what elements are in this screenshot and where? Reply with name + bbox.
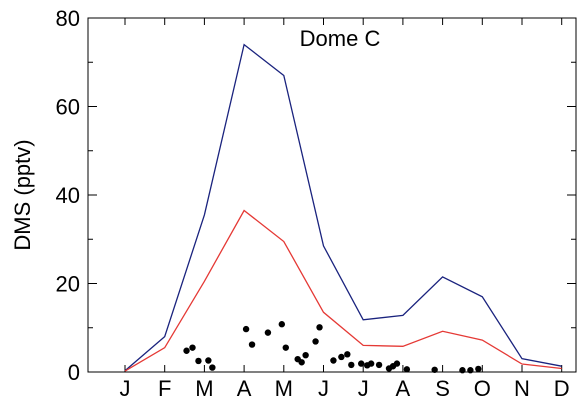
x-tick-label: A	[396, 376, 411, 401]
data-point	[312, 338, 319, 345]
x-tick-label: A	[237, 376, 252, 401]
y-tick-label: 20	[56, 272, 80, 297]
data-point	[302, 351, 309, 359]
y-tick-label: 80	[56, 6, 80, 31]
x-tick-label: O	[474, 376, 491, 401]
ticks	[88, 17, 576, 373]
x-tick-label: M	[275, 376, 293, 401]
y-tick-label: 40	[56, 183, 80, 208]
x-tick-label: D	[554, 376, 570, 401]
series-line-1	[124, 209, 562, 372]
x-tick-label: J	[120, 376, 131, 401]
data-point	[403, 366, 411, 373]
x-tick-label: J	[358, 376, 369, 401]
data-point	[242, 325, 250, 333]
chart-title: Dome C	[300, 26, 381, 51]
data-point	[338, 353, 345, 361]
data-point	[189, 344, 196, 351]
x-tick-label: S	[435, 376, 450, 401]
data-point	[393, 360, 401, 367]
x-tick-label: M	[195, 376, 213, 401]
data-point	[467, 367, 474, 374]
data-point	[248, 341, 256, 348]
series	[124, 43, 562, 374]
data-point	[358, 360, 365, 367]
data-point	[475, 365, 482, 373]
data-point	[209, 364, 216, 371]
data-point	[205, 357, 212, 364]
x-tick-label: N	[514, 376, 530, 401]
data-point	[375, 361, 383, 369]
data-point	[278, 321, 286, 328]
x-tick-label: J	[318, 376, 329, 401]
data-point	[459, 367, 466, 374]
data-point	[431, 366, 438, 373]
series-line-0	[124, 43, 562, 372]
data-point	[316, 324, 323, 331]
data-point	[298, 359, 305, 366]
y-axis-title: DMS (pptv)	[10, 139, 35, 250]
data-point	[195, 357, 202, 365]
y-tick-label: 0	[68, 360, 80, 385]
data-point	[264, 329, 272, 336]
data-point	[183, 347, 190, 354]
data-point	[348, 361, 355, 369]
data-point	[344, 351, 351, 358]
data-point	[330, 357, 337, 364]
data-point	[367, 360, 375, 367]
y-tick-label: 60	[56, 95, 80, 120]
x-tick-label: F	[158, 376, 171, 401]
data-point	[282, 344, 289, 351]
